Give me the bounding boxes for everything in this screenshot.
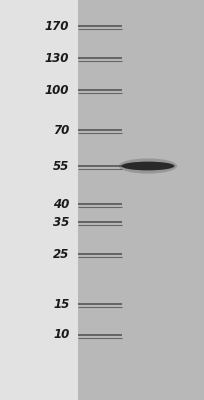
Text: 10: 10	[53, 328, 69, 341]
Text: 40: 40	[53, 198, 69, 210]
Text: 15: 15	[53, 298, 69, 310]
Ellipse shape	[119, 158, 177, 174]
Bar	[78, 0, 204, 400]
Ellipse shape	[121, 162, 174, 170]
Text: 70: 70	[53, 124, 69, 136]
Text: 100: 100	[45, 84, 69, 96]
Text: 170: 170	[45, 20, 69, 32]
Text: 55: 55	[53, 160, 69, 172]
Text: 130: 130	[45, 52, 69, 64]
Text: 25: 25	[53, 248, 69, 260]
Bar	[0, 0, 78, 400]
Text: 35: 35	[53, 216, 69, 228]
